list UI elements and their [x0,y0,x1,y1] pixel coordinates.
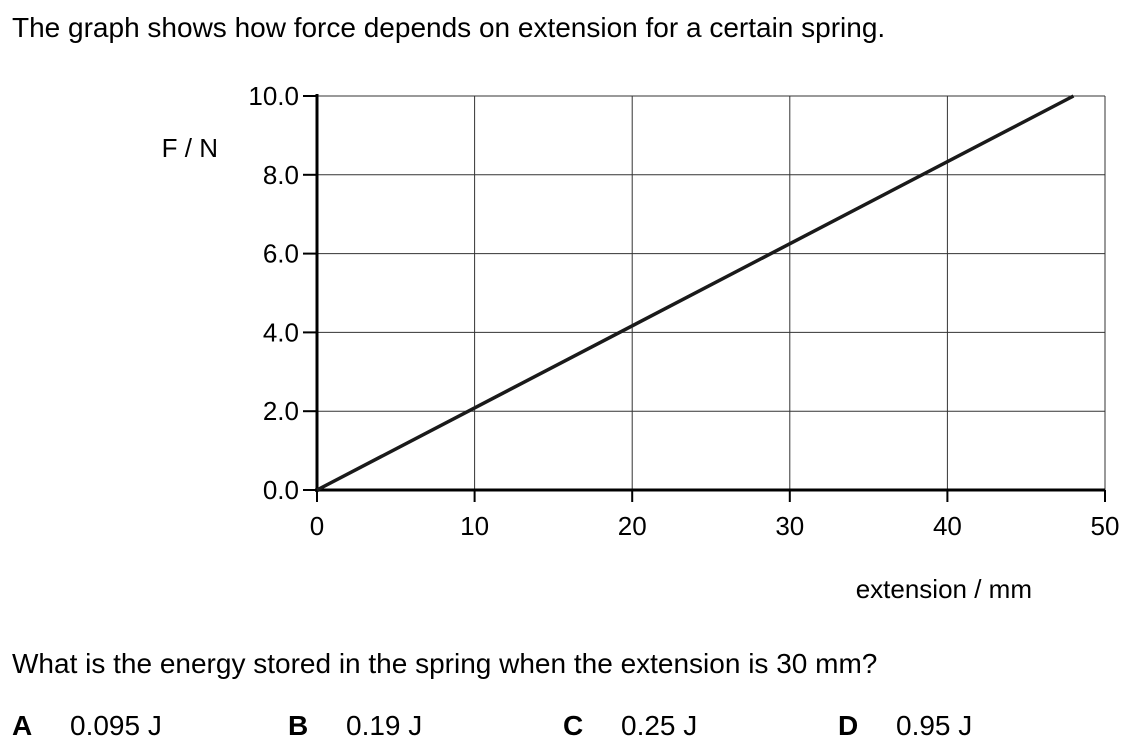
y-tick-label: 8.0 [263,160,299,190]
y-tick-label: 0.0 [263,475,299,505]
x-tick-label: 10 [460,511,489,541]
x-tick-label: 20 [618,511,647,541]
force-extension-line [316,94,1075,492]
intro-text: The graph shows how force depends on ext… [12,12,886,43]
option-d-letter: D [838,710,859,741]
chart-ticks: 0.0 2.0 4.0 6.0 8.0 10.0 0 10 20 30 40 50 [248,81,1119,541]
option-b-text: 0.19 J [346,710,423,741]
option-c-letter: C [563,710,584,741]
chart-series [316,94,1075,492]
option-d[interactable]: D 0.95 J [838,710,972,742]
y-axis-label: F / N [162,133,218,163]
option-b-letter: B [288,710,309,741]
y-tick-label: 2.0 [263,396,299,426]
option-c-text: 0.25 J [621,710,698,741]
y-tick-label: 4.0 [263,317,299,347]
y-tick-label: 6.0 [263,239,299,269]
y-tick-label: 10.0 [248,81,299,111]
question-text: What is the energy stored in the spring … [12,648,878,679]
x-tick-label: 0 [310,511,324,541]
answer-options: A 0.095 J B 0.19 J C 0.25 J D 0.95 J [0,710,1133,750]
option-a-text: 0.095 J [70,710,162,741]
x-tick-label: 30 [775,511,804,541]
chart-axes [315,94,1105,492]
option-b[interactable]: B 0.19 J [288,710,422,742]
force-extension-chart: 0.0 2.0 4.0 6.0 8.0 10.0 0 10 20 30 40 50 F / N ext… [162,81,1120,604]
x-tick-label: 40 [933,511,962,541]
option-a[interactable]: A 0.095 J [12,710,162,742]
x-axis-label: extension / mm [856,574,1032,604]
option-c[interactable]: C 0.25 J [563,710,697,742]
x-tick-label: 50 [1091,511,1120,541]
option-a-letter: A [12,710,33,741]
option-d-text: 0.95 J [896,710,973,741]
chart-grid [317,95,1106,490]
